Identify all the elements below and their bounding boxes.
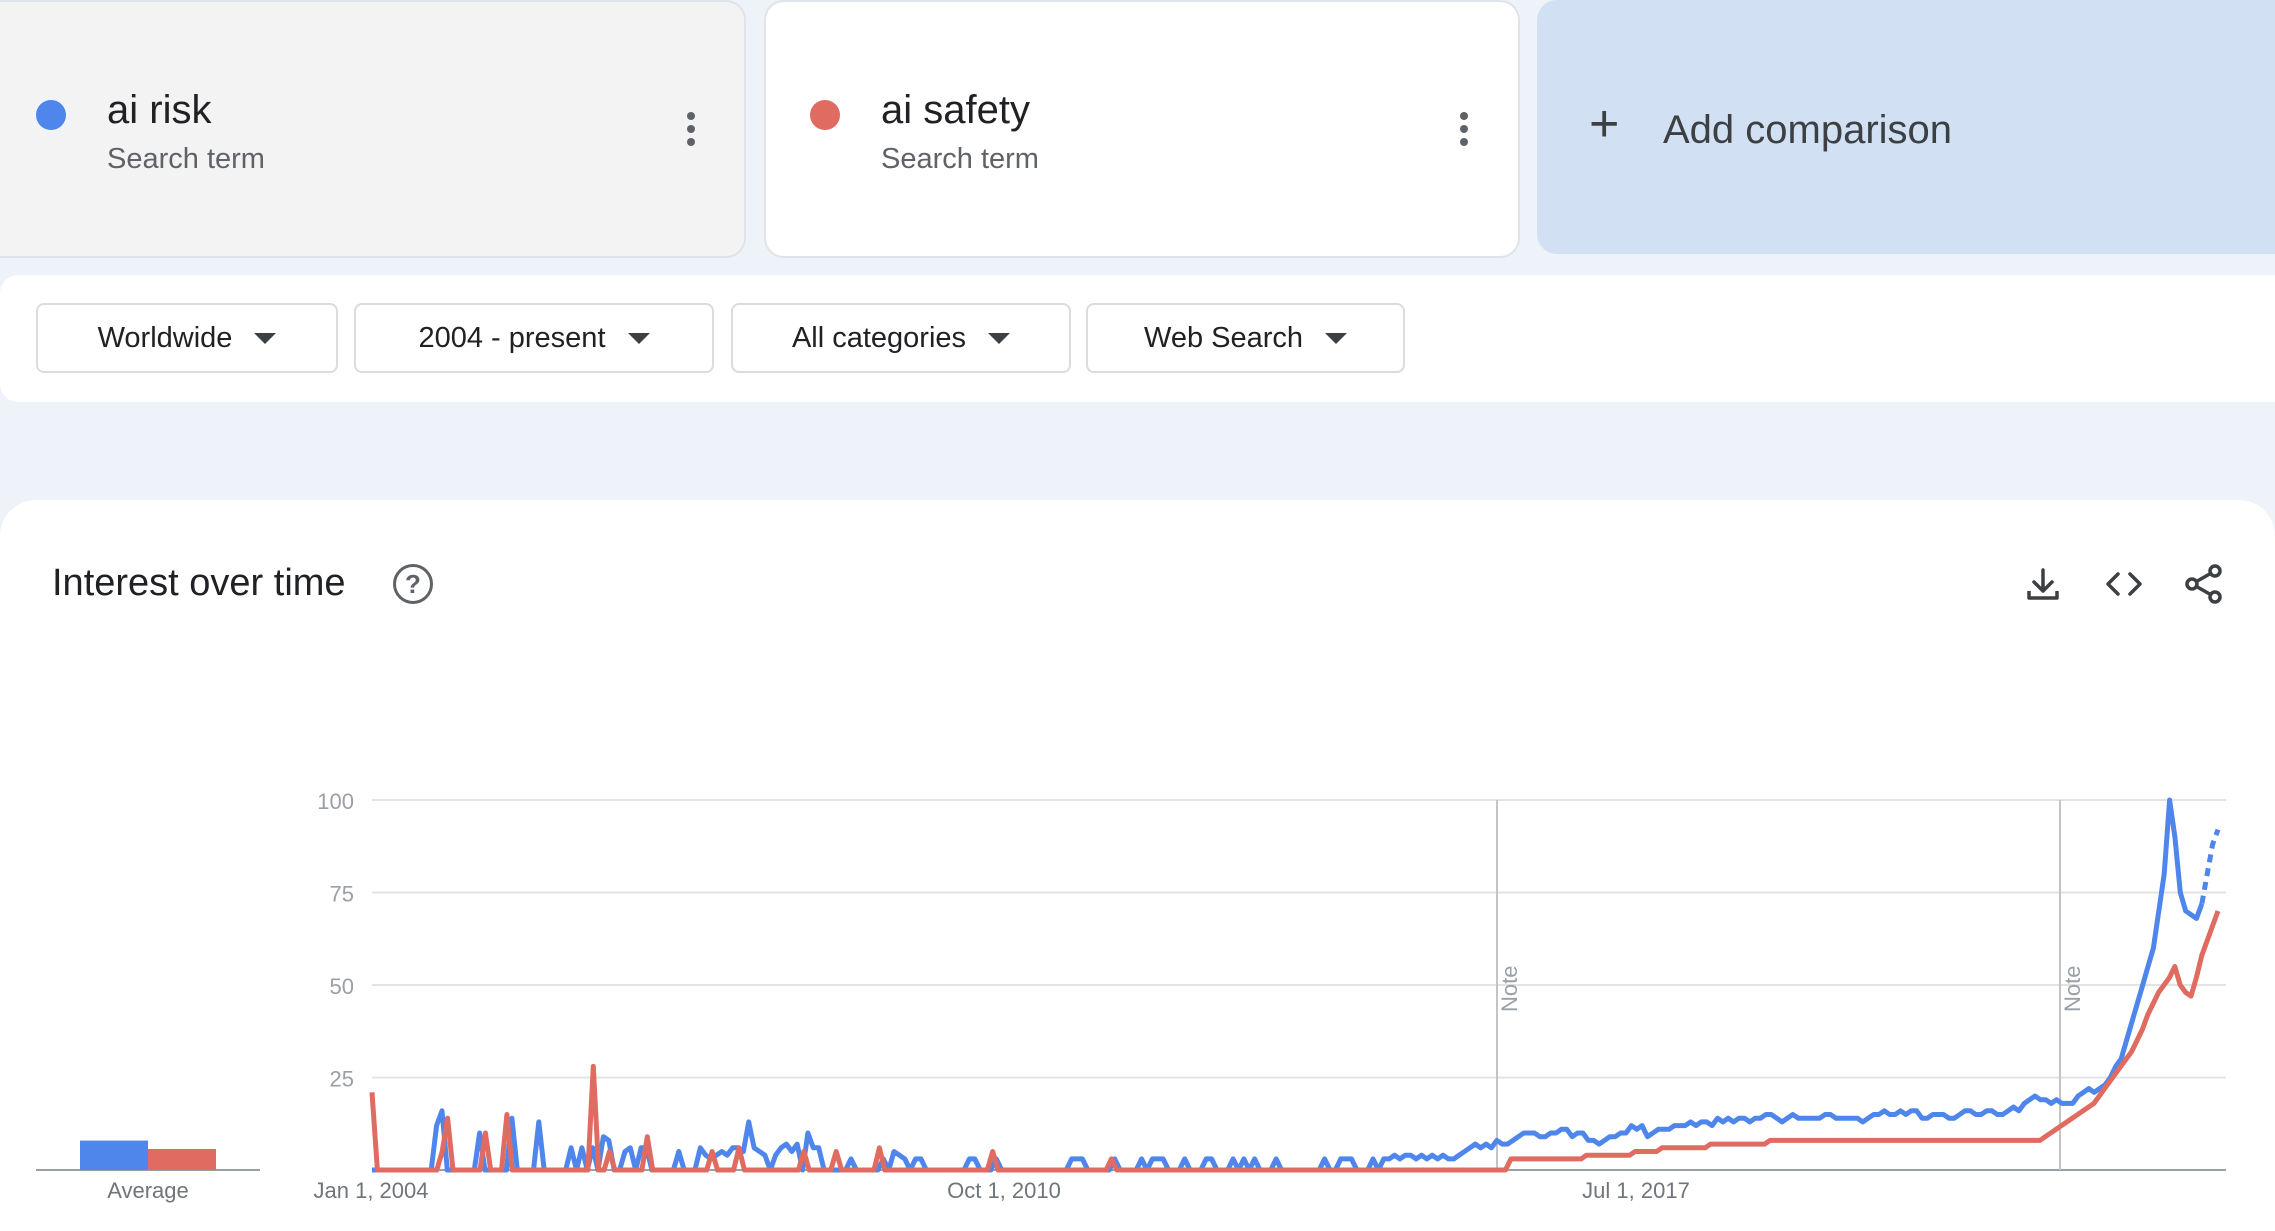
series-color-dot [36, 100, 66, 130]
note-label: Note [2060, 966, 2085, 1012]
share-icon[interactable] [2182, 562, 2226, 606]
average-label: Average [107, 1178, 189, 1203]
interest-over-time-panel: Interest over time ? [0, 500, 2275, 1231]
category-dropdown[interactable]: All categories [731, 303, 1071, 373]
average-bar [80, 1140, 148, 1170]
add-comparison-button[interactable]: + Add comparison [1537, 0, 2275, 254]
term-type: Search term [107, 143, 265, 175]
search-type-dropdown[interactable]: Web Search [1086, 303, 1405, 373]
series-line-ai-risk-partial [2199, 828, 2221, 905]
series-color-dot [810, 100, 840, 130]
region-label: Worldwide [97, 321, 233, 354]
y-tick-label: 50 [330, 974, 354, 999]
help-icon[interactable]: ? [393, 564, 433, 604]
note-label: Note [1497, 966, 1522, 1012]
average-bar [148, 1149, 216, 1170]
add-comparison-label: Add comparison [1663, 108, 1953, 152]
chart-lines [369, 797, 2221, 1173]
time-range-label: 2004 - present [418, 321, 606, 354]
category-label: All categories [791, 321, 967, 354]
caret-down-icon [988, 332, 1011, 344]
term-type: Search term [881, 143, 1039, 175]
region-dropdown[interactable]: Worldwide [36, 303, 338, 373]
y-tick-label: 100 [317, 789, 354, 814]
more-options-icon[interactable] [676, 112, 706, 152]
term-card-ai-risk[interactable]: ai risk Search term [0, 0, 746, 258]
search-type-label: Web Search [1143, 321, 1304, 354]
term-card-ai-safety[interactable]: ai safety Search term [764, 0, 1520, 258]
embed-icon[interactable] [2102, 562, 2146, 606]
caret-down-icon [254, 332, 277, 344]
term-name[interactable]: ai safety [881, 88, 1030, 132]
caret-down-icon [627, 332, 650, 344]
time-range-dropdown[interactable]: 2004 - present [354, 303, 714, 373]
chart-labels: 100 75 50 25 Note Note Jan 1, 2004 Oct 1, 2010 J… [107, 789, 2085, 1203]
average-bars [36, 1140, 260, 1171]
caret-down-icon [1325, 332, 1348, 344]
x-tick-label: Oct 1, 2010 [947, 1178, 1061, 1203]
series-line-ai-safety [369, 910, 2221, 1173]
more-options-icon[interactable] [1449, 112, 1479, 152]
term-name[interactable]: ai risk [107, 88, 212, 132]
download-icon[interactable] [2021, 562, 2065, 606]
y-tick-label: 75 [330, 882, 354, 907]
plus-icon: + [1589, 95, 1620, 153]
x-tick-label: Jul 1, 2017 [1582, 1178, 1690, 1203]
panel-title: Interest over time [52, 562, 346, 604]
x-tick-label: Jan 1, 2004 [314, 1178, 429, 1203]
y-tick-label: 25 [330, 1067, 354, 1092]
filter-bar: Worldwide 2004 - present All categories … [0, 275, 2275, 402]
